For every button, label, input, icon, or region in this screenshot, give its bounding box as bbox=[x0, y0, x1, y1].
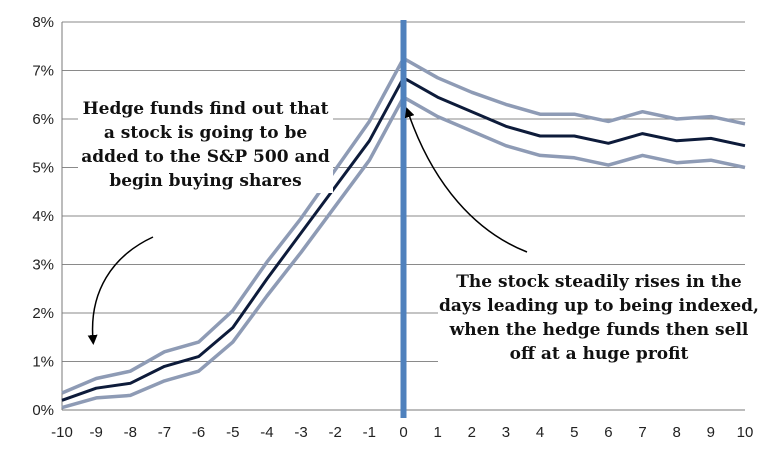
x-tick-label: 0 bbox=[399, 424, 407, 441]
x-tick-label: 8 bbox=[673, 424, 681, 441]
left-annotation-arrow bbox=[87, 236, 154, 345]
x-tick-label: -7 bbox=[158, 424, 171, 441]
x-axis-ticks: -10 -9 -8 -7 -6 -5 -4 -3 -2 -1 0 1 2 3 4 5 6 7 8 9 10 bbox=[51, 424, 753, 441]
x-tick-label: 7 bbox=[638, 424, 646, 441]
x-tick-label: 2 bbox=[468, 424, 476, 441]
x-tick-label: -1 bbox=[363, 424, 376, 441]
y-tick-label: 6% bbox=[32, 111, 54, 128]
x-tick-label: -4 bbox=[260, 424, 273, 441]
x-tick-label: -3 bbox=[294, 424, 307, 441]
x-tick-label: 3 bbox=[502, 424, 510, 441]
x-tick-label: -10 bbox=[51, 424, 73, 441]
y-tick-label: 3% bbox=[32, 257, 54, 274]
x-tick-label: -6 bbox=[192, 424, 205, 441]
x-tick-label: 1 bbox=[433, 424, 441, 441]
annotation-arrows bbox=[87, 107, 528, 345]
x-tick-label: 9 bbox=[707, 424, 715, 441]
right-annotation: The stock steadily rises in the days lea… bbox=[438, 270, 760, 366]
y-tick-label: 1% bbox=[32, 354, 54, 371]
x-tick-label: -9 bbox=[89, 424, 102, 441]
x-tick-label: 6 bbox=[604, 424, 612, 441]
x-tick-label: 5 bbox=[570, 424, 578, 441]
x-tick-label: 4 bbox=[536, 424, 544, 441]
y-tick-label: 2% bbox=[32, 305, 54, 322]
y-tick-label: 0% bbox=[32, 402, 54, 419]
y-tick-label: 5% bbox=[32, 160, 54, 177]
x-tick-label: -5 bbox=[226, 424, 239, 441]
y-axis-ticks: 0% 1% 2% 3% 4% 5% 6% 7% 8% bbox=[32, 14, 54, 419]
x-tick-label: 10 bbox=[737, 424, 754, 441]
y-tick-label: 7% bbox=[32, 63, 54, 80]
right-annotation-arrow bbox=[404, 107, 528, 253]
y-tick-label: 8% bbox=[32, 14, 54, 31]
y-tick-label: 4% bbox=[32, 208, 54, 225]
x-tick-label: -8 bbox=[124, 424, 137, 441]
left-annotation: Hedge funds find out that a stock is goi… bbox=[78, 97, 333, 193]
x-tick-label: -2 bbox=[329, 424, 342, 441]
